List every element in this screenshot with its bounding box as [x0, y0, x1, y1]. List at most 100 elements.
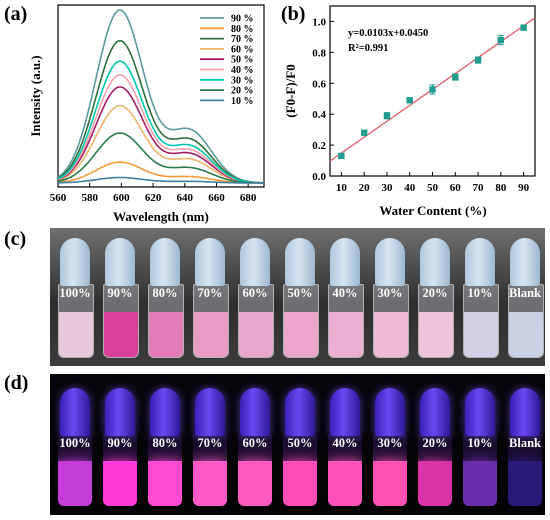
vial-cap	[375, 238, 405, 286]
vial-liquid	[103, 461, 137, 506]
vial-body	[508, 284, 544, 358]
chart-a-y-axis-label: Intensity (a.u.)	[28, 55, 43, 136]
vial-body	[58, 434, 92, 506]
vial-cap	[195, 388, 225, 436]
legend-label: 70 %	[231, 34, 254, 45]
vial: 40%	[326, 238, 364, 362]
vial-liquid	[418, 461, 452, 506]
vial: 70%	[191, 388, 229, 512]
vial: 80%	[146, 238, 184, 362]
chart-b-x-tick-label: 50	[427, 182, 439, 194]
chart-b-x-tick-label: 60	[450, 182, 462, 194]
vial-liquid	[193, 461, 227, 506]
spectrum-curve-60pct	[57, 104, 264, 184]
fit-equation: y=0.0103x+0.0450	[348, 28, 428, 39]
chart-b-x-tick-label: 10	[336, 182, 348, 194]
vial-label: 50%	[287, 286, 313, 300]
spectrum-curve-30pct	[57, 60, 265, 184]
vial-label: 30%	[377, 286, 403, 300]
vial-body	[58, 284, 94, 358]
chart-a-x-tick-label: 660	[208, 192, 225, 204]
legend-label: 30 %	[231, 75, 254, 86]
vial-body	[148, 434, 182, 506]
chart-a-x-tick-label: 600	[113, 192, 130, 204]
vial: 30%	[371, 388, 409, 512]
quenching-linear-fit-chart: 10 20 30 40 50 60 70 80 90 0.0 0.2 0.4 0.6 0.8 1.0 y=0…	[283, 5, 536, 218]
vial-liquid	[104, 312, 138, 357]
panel-label-b: (b)	[281, 3, 306, 25]
vial-label: 20%	[422, 436, 448, 450]
vial-label: 60%	[242, 436, 268, 450]
uv-vials-photo: 100% 90% 80% 70% 60% 50% 40% 30% 20% 10% Blank	[50, 374, 545, 515]
vial-label: 80%	[152, 286, 178, 300]
legend-label: 80 %	[231, 24, 254, 35]
vial-label: 40%	[332, 436, 358, 450]
data-point	[474, 56, 482, 64]
vial-cap	[285, 388, 315, 436]
vial-body	[508, 434, 542, 506]
vial-body	[373, 284, 409, 358]
vial-liquid	[328, 461, 362, 506]
vial: 70%	[191, 238, 229, 362]
vial-cap	[465, 238, 495, 286]
vial: 90%	[101, 238, 139, 362]
vial-cap	[465, 388, 495, 436]
vial-label: 50%	[287, 436, 313, 450]
vial-liquid	[283, 461, 317, 506]
chart-b-x-tick-label: 40	[404, 182, 416, 194]
spectrum-curve-20pct	[57, 132, 264, 184]
vial-cap	[510, 238, 540, 286]
chart-a-frame	[57, 4, 265, 188]
vial-cap	[105, 388, 135, 436]
chart-a-x-tick-label: 680	[240, 192, 257, 204]
chart-b-x-tick-label: 80	[495, 182, 507, 194]
vial-body	[103, 284, 139, 358]
vial-body	[193, 434, 227, 506]
legend-label: 20 %	[231, 86, 254, 97]
data-point	[360, 129, 368, 136]
vial-cap	[240, 238, 270, 286]
legend-label: 90 %	[231, 14, 254, 25]
vial-cap	[285, 238, 315, 286]
data-point	[429, 86, 436, 93]
vial: 10%	[461, 238, 499, 362]
vial-liquid	[148, 461, 182, 506]
spectrum-curve-80pct	[57, 161, 264, 184]
vial: Blank	[506, 388, 544, 512]
vial-label: 90%	[107, 286, 133, 300]
vial-label: 100%	[59, 436, 91, 450]
emission-spectra-chart: 560 580 600 620 640 660 680 90 %80 %70 %60 %50…	[28, 4, 265, 224]
chart-b-y-axis-label: (F0-F)/F0	[283, 64, 298, 117]
vial-liquid	[329, 312, 363, 357]
panel-label-a: (a)	[4, 3, 28, 25]
chart-b-y-tick-label: 0.8	[312, 47, 326, 59]
vial-label: 10%	[467, 286, 493, 300]
vial-label: Blank	[509, 436, 541, 450]
vial-liquid	[238, 461, 272, 506]
vial-cap	[105, 238, 135, 286]
legend-label: 10 %	[231, 96, 254, 107]
vial-cap	[195, 238, 225, 286]
vial-label: 40%	[332, 286, 358, 300]
fit-r-squared: R²=0.991	[348, 43, 388, 54]
vial-liquid	[464, 312, 498, 357]
chart-b-y-tick-label: 1.0	[312, 16, 326, 28]
vial-liquid	[149, 312, 183, 357]
chart-b-x-tick-label: 70	[473, 182, 485, 194]
vial-liquid	[284, 312, 318, 357]
chart-a-x-tick-label: 620	[145, 192, 162, 204]
vial-cap	[240, 388, 270, 436]
daylight-vials-photo: 100% 90% 80% 70% 60% 50% 40% 30% 20% 10% Blank	[50, 228, 545, 366]
chart-b-y-tick-label: 0.0	[312, 171, 326, 183]
vial-liquid	[509, 312, 543, 357]
vial-liquid	[58, 461, 92, 506]
vial-body	[373, 434, 407, 506]
vial-label: 80%	[152, 436, 178, 450]
vial-liquid	[419, 312, 453, 357]
vial: 80%	[146, 388, 184, 512]
vial-body	[148, 284, 184, 358]
vial: 90%	[101, 388, 139, 512]
vial-body	[418, 434, 452, 506]
data-point	[452, 73, 459, 81]
data-point	[520, 24, 527, 31]
